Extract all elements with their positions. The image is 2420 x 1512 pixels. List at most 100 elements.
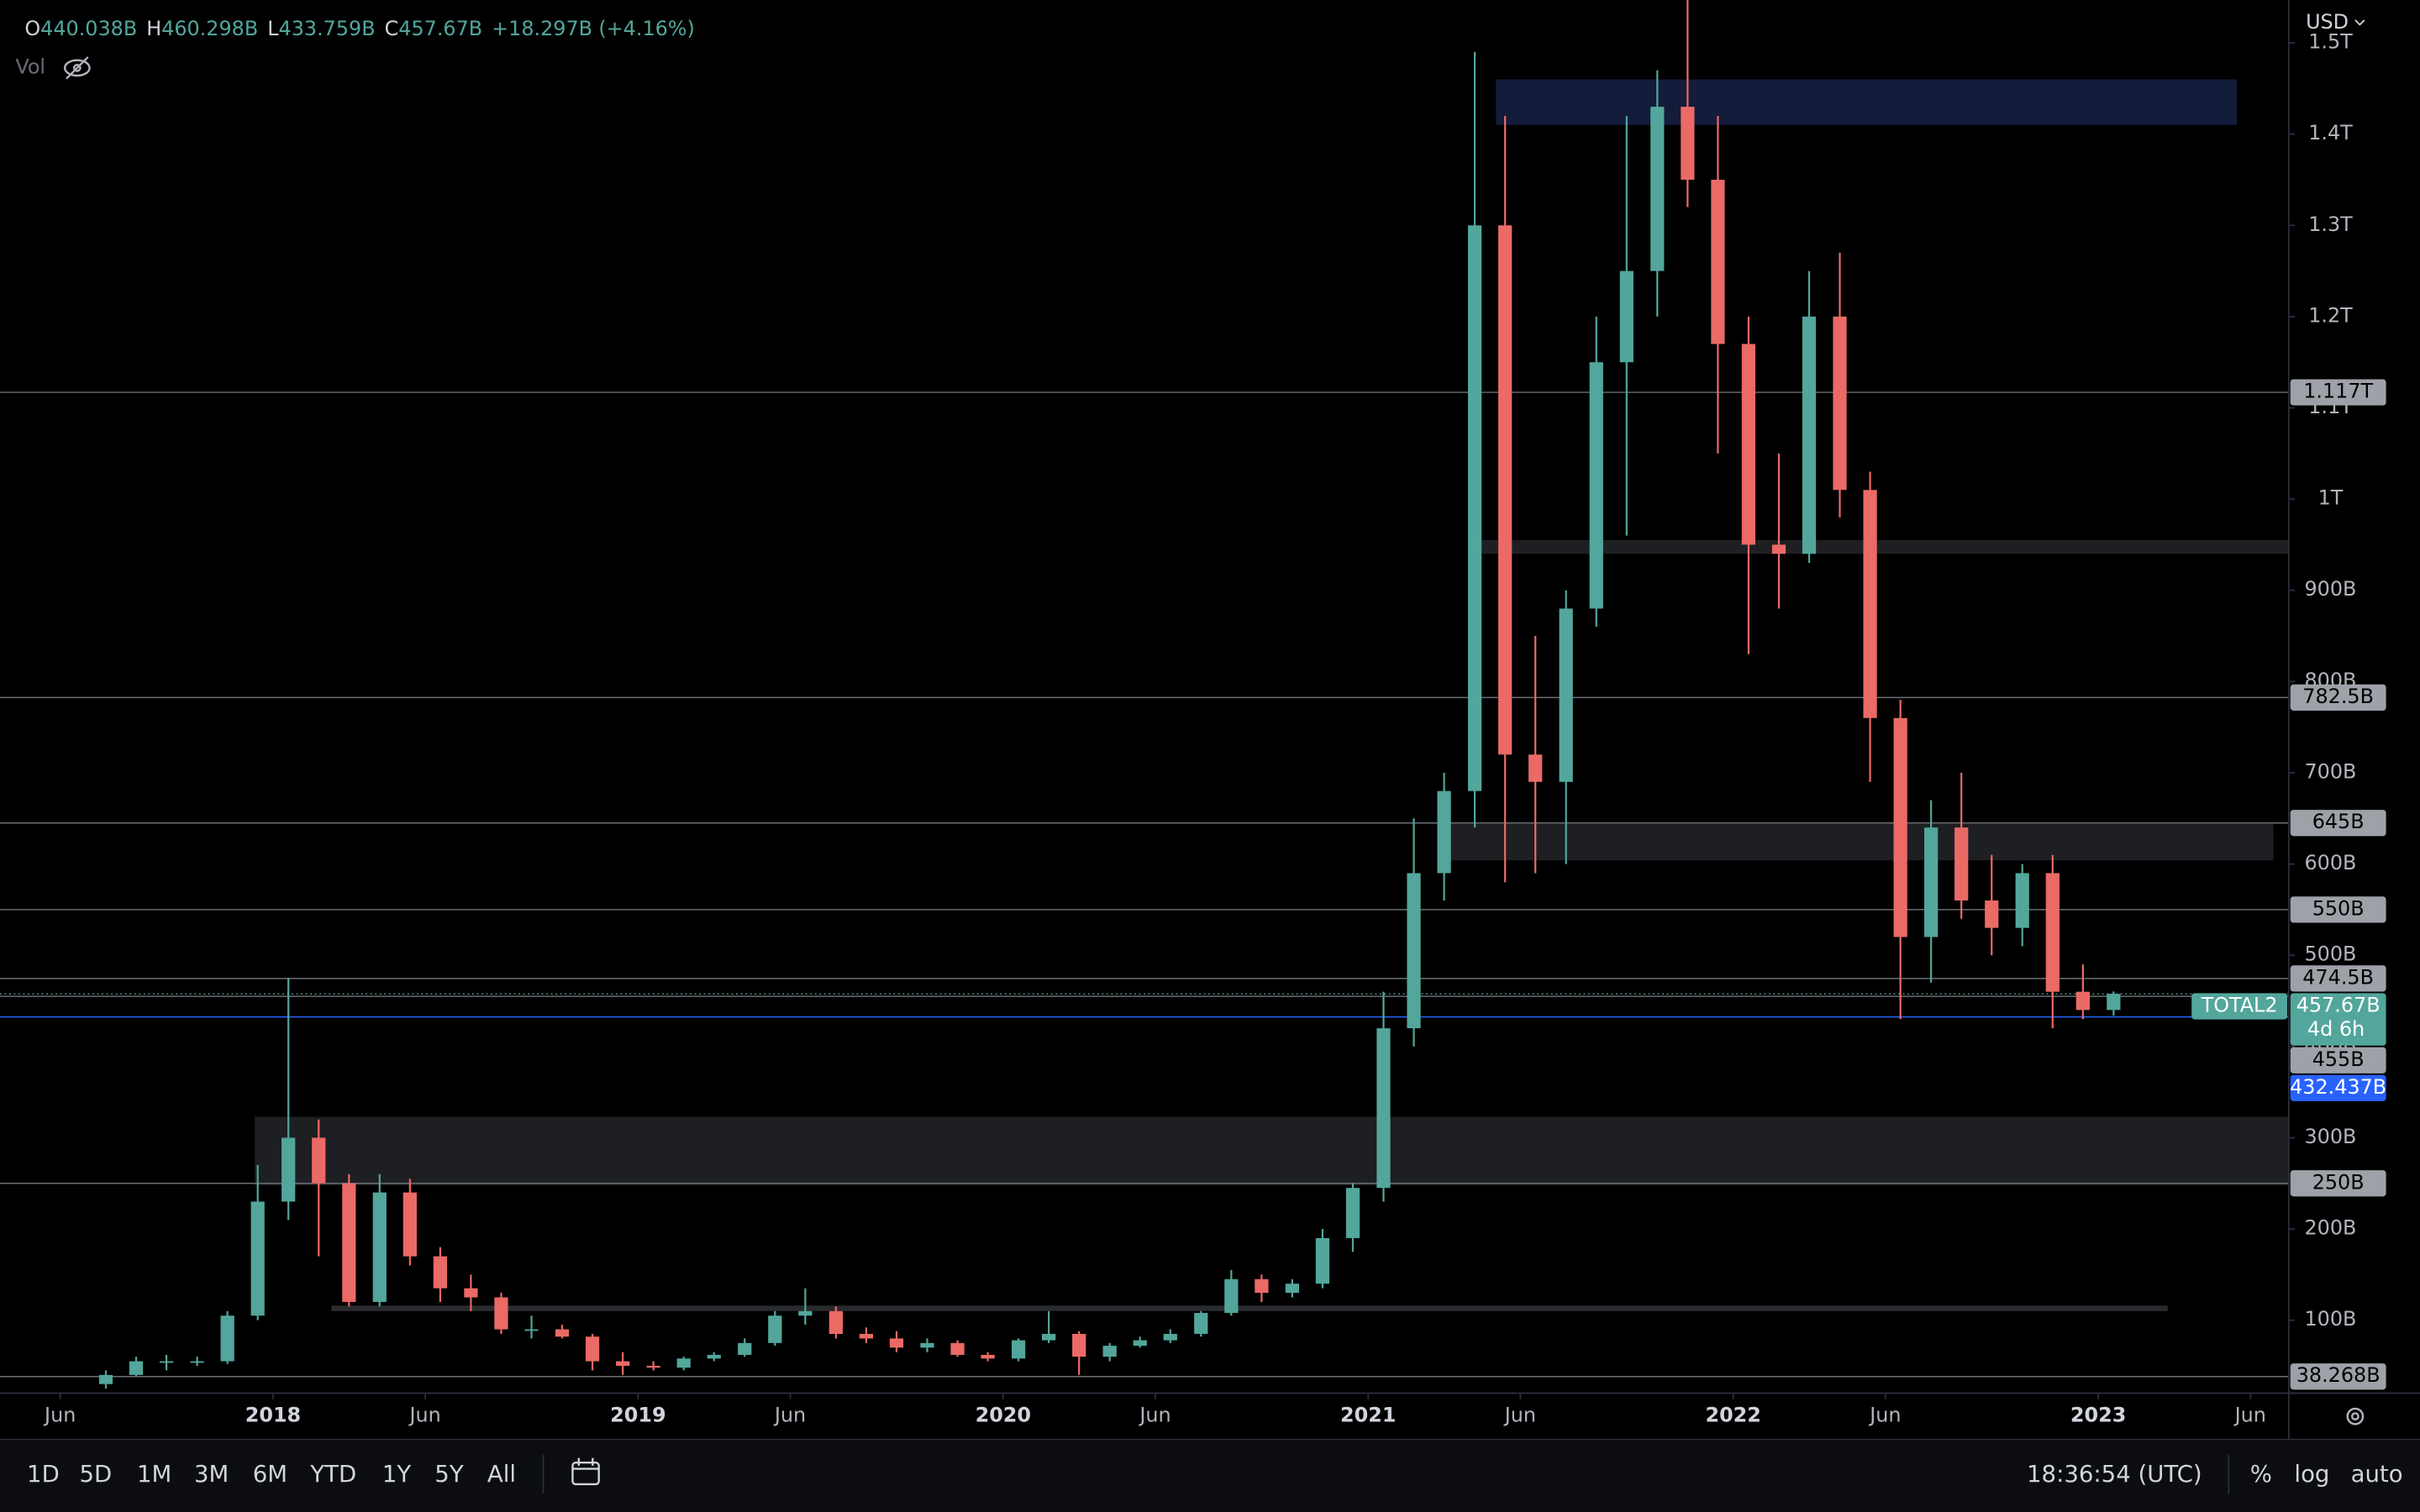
price-badge-label: 645B bbox=[2312, 810, 2365, 833]
y-tick-label: 200B bbox=[2305, 1216, 2357, 1240]
candle-body bbox=[464, 1288, 478, 1298]
range-button[interactable]: 1D bbox=[27, 1461, 60, 1488]
price-badge bbox=[2290, 684, 2386, 711]
candle-body bbox=[2045, 873, 2060, 992]
y-tick-label: 1.4T bbox=[2308, 121, 2353, 144]
x-tick-label: 2018 bbox=[245, 1404, 301, 1427]
candle-body bbox=[707, 1354, 721, 1359]
log-toggle[interactable]: log bbox=[2294, 1461, 2329, 1488]
price-badge-label: 550B bbox=[2312, 896, 2365, 920]
x-tick-label: 2020 bbox=[976, 1404, 1031, 1427]
percent-toggle[interactable]: % bbox=[2250, 1461, 2272, 1488]
x-tick-label: 2021 bbox=[1340, 1404, 1396, 1427]
chevron bbox=[2354, 19, 2365, 26]
x-tick-label: 2019 bbox=[610, 1404, 666, 1427]
candle-body bbox=[1589, 362, 1603, 609]
candle-body bbox=[1924, 827, 1939, 937]
hide-volume-icon[interactable] bbox=[63, 56, 91, 80]
candle-body bbox=[342, 1183, 356, 1302]
candle-body bbox=[494, 1297, 508, 1330]
price-badge bbox=[2290, 379, 2386, 406]
price-badge-label: 782.5B bbox=[2302, 685, 2374, 708]
x-tick-label: 2022 bbox=[1705, 1404, 1760, 1427]
range-button[interactable]: All bbox=[487, 1461, 516, 1488]
candle-body bbox=[1711, 179, 1725, 344]
range-button[interactable]: 5D bbox=[80, 1461, 113, 1488]
candle-body bbox=[524, 1329, 539, 1331]
candle-body bbox=[1163, 1333, 1177, 1341]
zone bbox=[1477, 540, 2289, 554]
candle-body bbox=[1528, 754, 1543, 782]
price-badge-label: 457.67B bbox=[2296, 993, 2381, 1016]
candle-body bbox=[1985, 900, 1999, 928]
y-tick-label: 900B bbox=[2305, 577, 2357, 601]
candle-body bbox=[1133, 1340, 1147, 1347]
range-button[interactable]: 5Y bbox=[434, 1461, 464, 1488]
readout-value: 460.298B bbox=[161, 16, 258, 39]
range-button[interactable]: YTD bbox=[309, 1461, 356, 1488]
auto-toggle[interactable]: auto bbox=[2351, 1461, 2403, 1488]
y-tick-label: 1.5T bbox=[2308, 30, 2353, 54]
price-badge-label: 38.268B bbox=[2296, 1363, 2381, 1387]
candle-body bbox=[2075, 991, 2090, 1011]
zone bbox=[255, 1116, 2289, 1185]
candle-body bbox=[312, 1137, 326, 1184]
y-tick-label: 100B bbox=[2305, 1307, 2357, 1331]
zone bbox=[1448, 823, 2274, 861]
currency-selector[interactable]: USD bbox=[2306, 10, 2349, 34]
candle-body bbox=[889, 1338, 904, 1348]
volume-label: Vol bbox=[15, 55, 45, 78]
candle-body bbox=[555, 1329, 570, 1337]
ohlc-readout: O440.038B H460.298B L433.759B C457.67B +18.2… bbox=[24, 16, 694, 39]
calendar-icon[interactable] bbox=[571, 1457, 600, 1486]
candle-body bbox=[1619, 270, 1634, 363]
candle-body bbox=[1042, 1333, 1056, 1341]
range-button[interactable]: 6M bbox=[253, 1461, 287, 1488]
range-button[interactable]: 1Y bbox=[382, 1461, 412, 1488]
price-badge bbox=[2290, 1074, 2386, 1101]
candle-body bbox=[1771, 544, 1786, 554]
price-badge-label: 455B bbox=[2312, 1047, 2365, 1071]
candle-body bbox=[585, 1336, 600, 1362]
candle-body bbox=[950, 1342, 965, 1355]
candle-body bbox=[1833, 316, 1847, 491]
price-badge bbox=[2290, 993, 2386, 1046]
x-tick-label: 2023 bbox=[2070, 1404, 2126, 1427]
readout-value: 433.759B bbox=[279, 16, 376, 39]
candle-body bbox=[676, 1358, 691, 1368]
price-badge bbox=[2290, 1363, 2386, 1390]
range-button[interactable]: 1M bbox=[137, 1461, 171, 1488]
candle-body bbox=[981, 1354, 995, 1359]
x-tick-label: Jun bbox=[43, 1404, 76, 1427]
change: +18.297B bbox=[492, 16, 592, 39]
settings-icon[interactable] bbox=[2346, 1407, 2365, 1425]
price-badge-label: 432.437B bbox=[2290, 1075, 2386, 1099]
x-tick-label: Jun bbox=[2233, 1404, 2266, 1427]
x-tick-label: Jun bbox=[1138, 1404, 1171, 1427]
candle-body bbox=[1315, 1237, 1330, 1284]
candle-body bbox=[1559, 608, 1573, 782]
readout-key: C bbox=[385, 16, 399, 39]
candle-body bbox=[1498, 225, 1512, 755]
candle-body bbox=[402, 1192, 417, 1257]
candle-body bbox=[829, 1310, 843, 1334]
bottom-toolbar bbox=[0, 1441, 2420, 1512]
candle-body bbox=[98, 1374, 113, 1384]
clock: 18:36:54 (UTC) bbox=[2027, 1461, 2202, 1488]
candle-body bbox=[768, 1315, 782, 1343]
candle-body bbox=[1255, 1278, 1269, 1294]
readout-key: O bbox=[24, 16, 40, 39]
candle-body bbox=[1954, 827, 1969, 901]
candle-body bbox=[281, 1137, 296, 1202]
candle-body bbox=[1194, 1312, 1208, 1334]
y-tick-label: 700B bbox=[2305, 759, 2357, 783]
price-badge bbox=[2290, 1047, 2386, 1074]
y-tick-label: 300B bbox=[2305, 1125, 2357, 1148]
candle-body bbox=[1650, 107, 1665, 271]
candle-body bbox=[616, 1361, 630, 1366]
candle-body bbox=[1863, 490, 1877, 718]
candle-body bbox=[159, 1361, 174, 1363]
range-button[interactable]: 3M bbox=[194, 1461, 229, 1488]
